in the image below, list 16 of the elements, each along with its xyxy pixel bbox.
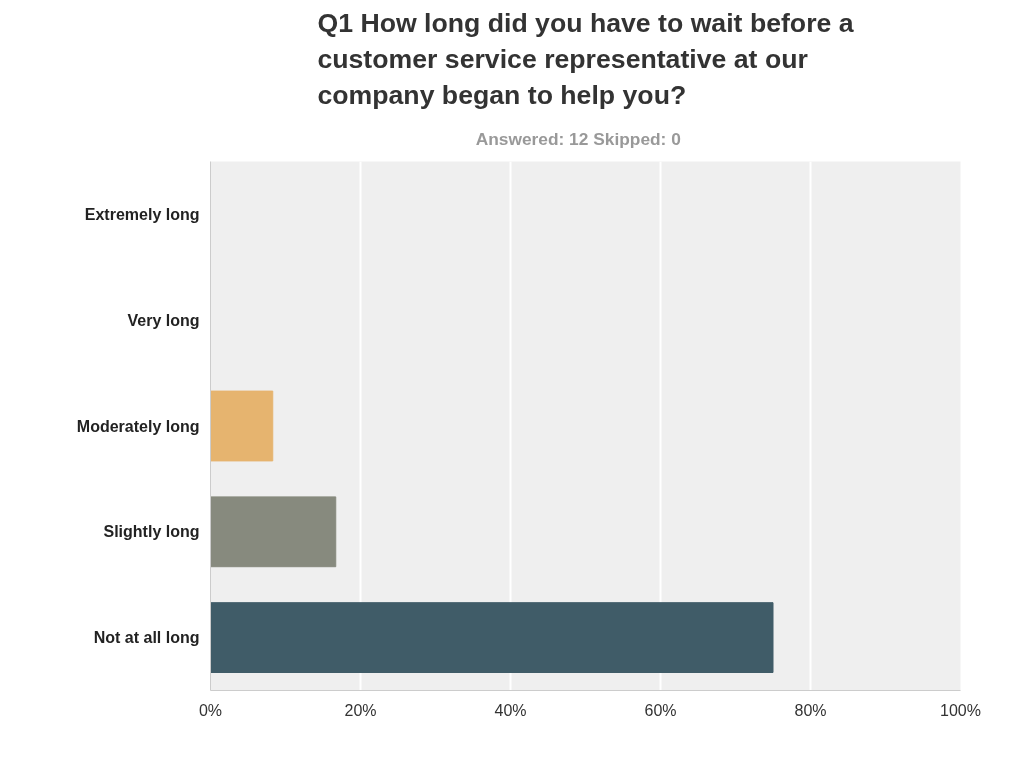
x-tick-label: 80% [794,701,827,719]
x-tick-label: 0% [198,701,223,719]
bar [210,496,337,568]
x-tick-label: 40% [494,701,527,719]
x-tick-label: 20% [344,701,377,719]
y-tick-label: Very long [127,311,200,329]
bar [210,602,774,674]
y-tick-label: Not at all long [93,629,200,647]
chart-subtitle: Answered: 12 Skipped: 0 [475,129,681,149]
x-tick-label: 60% [644,701,677,719]
y-tick-label: Moderately long [76,417,200,435]
chart-title: Q1 How long did you have to wait before a customer service representative at our company began to help you? [317,7,854,110]
y-tick-label: Extremely long [84,205,200,223]
x-tick-label: 100% [940,701,981,719]
bar [210,390,274,462]
y-tick-label: Slightly long [103,523,200,541]
